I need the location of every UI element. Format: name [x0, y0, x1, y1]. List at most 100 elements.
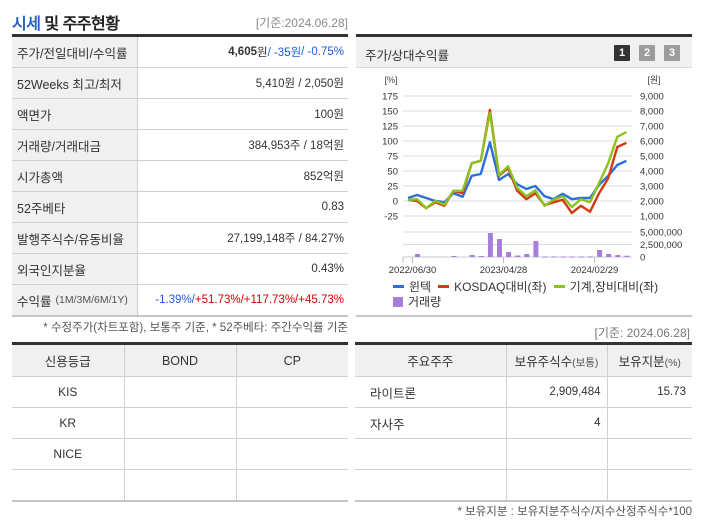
price-change-pct: / -0.75%	[301, 46, 344, 58]
chart-tab-buttons: 1 2 3	[614, 45, 680, 61]
svg-text:2,000: 2,000	[640, 197, 664, 208]
table-row: 자사주 4	[355, 407, 692, 439]
bond-cell	[124, 376, 237, 408]
legend-line-icon	[438, 285, 450, 288]
summary-row-market-cap: 시가총액 852억원	[12, 161, 348, 192]
summary-value: -1.39%/ +51.73%/ +117.73%/ +45.73%	[138, 285, 348, 315]
svg-text:-25: -25	[384, 212, 398, 223]
holder-shares	[506, 469, 608, 502]
table-row: 라이트론 2,909,484 15.73	[355, 376, 692, 408]
svg-text:2022/06/30: 2022/06/30	[389, 265, 437, 276]
legend-line-icon	[553, 285, 565, 288]
chart-tab-1-button[interactable]: 1	[614, 45, 630, 61]
table-row: KIS	[12, 376, 348, 408]
legend-item-kosdaq[interactable]: KOSDAQ대비(좌)	[438, 278, 547, 295]
summary-label: 발행주식수/유동비율	[12, 223, 138, 253]
summary-label: 시가총액	[12, 161, 138, 191]
summary-label: 수익률 (1M/3M/6M/1Y)	[12, 285, 138, 315]
bond-cell	[124, 469, 237, 502]
holder-stake	[607, 407, 692, 439]
chart-base-date: [기준: 2024.06.28]	[594, 326, 690, 340]
legend-label: KOSDAQ대비(좌)	[454, 280, 547, 294]
holder-shares: 4	[506, 407, 608, 439]
svg-text:2023/04/28: 2023/04/28	[480, 265, 528, 276]
return-1m: -1.39%/	[155, 294, 195, 306]
chart-tab-3-button[interactable]: 3	[664, 45, 680, 61]
agency-cell: KR	[12, 407, 125, 439]
chart-tab-2-button[interactable]: 2	[639, 45, 655, 61]
page-title-rest: 및 주주현황	[40, 16, 120, 33]
agency-cell	[12, 469, 125, 502]
svg-text:7,000: 7,000	[640, 122, 664, 133]
table-row: NICE	[12, 438, 348, 470]
svg-text:50: 50	[387, 167, 398, 178]
legend-label: 윈텍	[409, 280, 432, 294]
svg-text:125: 125	[382, 122, 398, 133]
legend-line-icon	[393, 285, 404, 288]
agency-cell: NICE	[12, 438, 125, 470]
column-header: 보유지분(%)	[607, 343, 692, 377]
price-unit: 원	[256, 47, 268, 59]
chart-panel: 주가/상대수익률 1 2 3 [%] [원] 175 9,000 150 8,000 125…	[356, 34, 692, 317]
summary-label: 52Weeks 최고/최저	[12, 68, 138, 98]
return-6m: +117.73%/	[243, 294, 299, 306]
column-header: BOND	[124, 343, 237, 377]
table-row	[12, 469, 348, 502]
legend-item-wintec[interactable]: 윈텍	[393, 278, 431, 295]
holder-stake	[607, 469, 692, 502]
column-header: CP	[236, 343, 348, 377]
svg-text:6,000: 6,000	[640, 137, 664, 148]
summary-row-volume: 거래량/거래대금 384,953주 / 18억원	[12, 130, 348, 161]
svg-text:0: 0	[393, 197, 398, 208]
chart-header: 주가/상대수익률 1 2 3	[356, 37, 692, 68]
column-header: 주요주주	[355, 343, 507, 377]
cp-cell	[236, 438, 348, 470]
summary-row-foreign: 외국인지분율 0.43%	[12, 254, 348, 285]
svg-text:75: 75	[387, 152, 398, 163]
summary-value: 100원	[314, 109, 344, 121]
column-header: 보유주식수(보통)	[506, 343, 608, 377]
summary-row-52w: 52Weeks 최고/최저 5,410원 / 2,050원	[12, 68, 348, 99]
summary-value: 384,953주 / 18억원	[248, 140, 344, 152]
holder-name: 자사주	[355, 407, 507, 439]
bond-cell	[124, 438, 237, 470]
summary-footnote: * 수정주가(차트포함), 보통주 기준, * 52주베타: 주간수익률 기준	[43, 322, 348, 334]
summary-value: 0.83	[321, 201, 344, 213]
summary-row-beta: 52주베타 0.83	[12, 192, 348, 223]
chart-title: 주가/상대수익률	[365, 49, 449, 63]
svg-text:100: 100	[382, 137, 398, 148]
holder-stake: 15.73	[607, 376, 692, 408]
base-date: [기준:2024.06.28]	[255, 16, 348, 30]
current-price: 4,605	[228, 46, 257, 58]
returns-label: 수익률	[17, 294, 52, 309]
summary-label: 거래량/거래대금	[12, 130, 138, 160]
holder-name	[355, 438, 507, 470]
svg-text:3,000: 3,000	[640, 182, 664, 193]
price-change: / -35원	[267, 47, 302, 59]
summary-label: 액면가	[12, 99, 138, 129]
svg-text:2024/02/29: 2024/02/29	[571, 265, 619, 276]
svg-text:[원]: [원]	[647, 75, 660, 85]
svg-text:175: 175	[382, 92, 398, 103]
svg-text:[%]: [%]	[384, 75, 397, 85]
table-header-row: 신용등급 BOND CP	[12, 343, 348, 377]
holder-name	[355, 469, 507, 502]
table-row	[355, 469, 692, 502]
relative-return-chart: [%] [원] 175 9,000 150 8,000 125 7,000 100 6,000 75…	[382, 75, 682, 276]
summary-value: 4,605 원 / -35원 / -0.75%	[138, 37, 348, 67]
svg-text:4,000: 4,000	[640, 167, 664, 178]
summary-value: 0.43%	[311, 263, 344, 275]
legend-item-machinery[interactable]: 기계,장비대비(좌)	[553, 278, 658, 295]
cp-cell	[236, 407, 348, 439]
legend-label: 거래량	[408, 295, 442, 309]
holders-footnote: * 보유지분 : 보유지분주식수/지수산정주식수*100	[457, 506, 692, 518]
return-3m: +51.73%/	[194, 294, 244, 306]
legend-item-volume[interactable]: 거래량	[393, 293, 441, 310]
returns-periods: (1M/3M/6M/1Y)	[55, 294, 128, 306]
credit-rating-table: 신용등급 BOND CP KIS KR NICE	[12, 342, 348, 502]
cp-cell	[236, 469, 348, 502]
summary-row-price: 주가/전일대비/수익률 4,605 원 / -35원 / -0.75%	[12, 37, 348, 68]
summary-row-par-value: 액면가 100원	[12, 99, 348, 130]
price-summary-table: 주가/전일대비/수익률 4,605 원 / -35원 / -0.75% 52Wee…	[12, 34, 348, 317]
svg-text:150: 150	[382, 107, 398, 118]
